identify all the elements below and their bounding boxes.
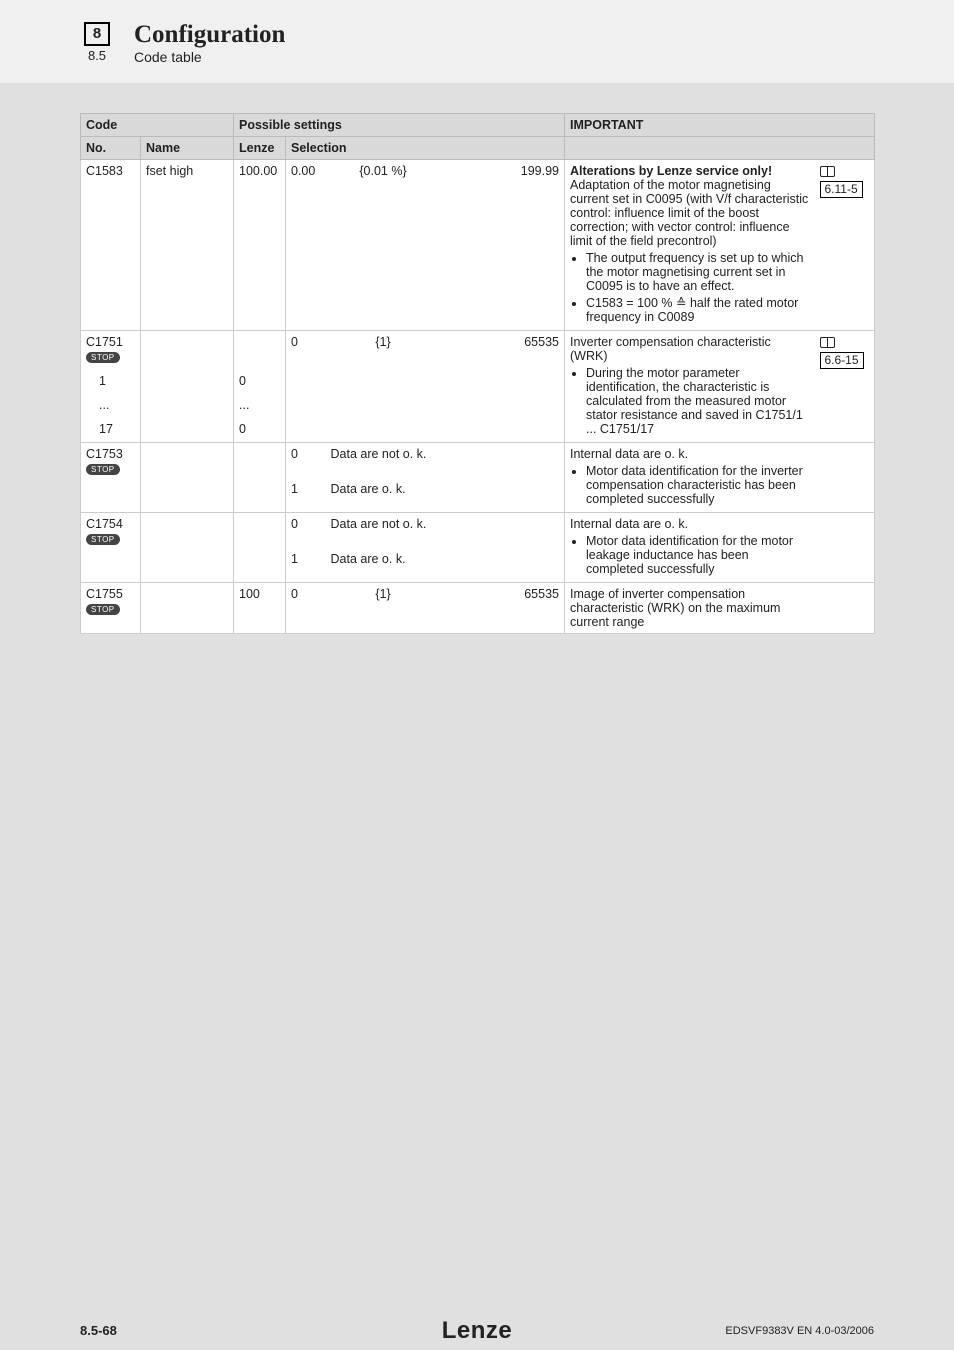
page-title: Configuration	[134, 22, 285, 47]
cell-lenze: 100	[234, 583, 286, 634]
col-important: IMPORTANT	[565, 114, 875, 137]
cell-important: Internal data are o. k. Motor data ident…	[565, 443, 815, 513]
page-subtitle: Code table	[134, 49, 285, 65]
cell-sel-val: 1	[286, 548, 326, 583]
table-row: C1583 fset high 100.00 0.00 {0.01 %} 199…	[81, 160, 875, 331]
cell-sel-label: Data are o. k.	[326, 478, 565, 513]
footer-logo: Lenze	[442, 1317, 513, 1345]
imp-bullet: During the motor parameter identificatio…	[586, 366, 810, 436]
imp-text: Inverter compensation characteristic (WR…	[570, 335, 810, 363]
cell-lenze: ...	[234, 394, 286, 418]
chapter-box: 8 8.5	[80, 22, 114, 63]
cell-ref: 6.6-15	[815, 331, 875, 443]
cell-sub-no: 17	[81, 418, 141, 442]
cell-sel-max: 65535	[441, 331, 565, 371]
footer-docid: EDSVF9383V EN 4.0-03/2006	[725, 1325, 874, 1337]
cell-no: C1754 STOP	[81, 513, 141, 583]
table-row: C1755 STOP 100 0 {1} 65535 Image of inve…	[81, 583, 875, 634]
cell-sel-min: 0	[286, 583, 326, 634]
cell-sel-val: 0	[286, 513, 326, 548]
subchapter-number: 8.5	[88, 48, 106, 63]
code-table: Code Possible settings IMPORTANT No. Nam…	[80, 113, 875, 634]
cell-sel-max: 199.99	[441, 160, 565, 331]
cell-name: fset high	[141, 160, 234, 331]
cell-sel-max: 65535	[441, 583, 565, 634]
table-row: C1751 STOP 0 {1} 65535 Inverter compensa…	[81, 331, 875, 371]
col-name: Name	[141, 137, 234, 160]
ref-link[interactable]: 6.6-15	[820, 352, 864, 369]
stop-pill: STOP	[86, 604, 120, 615]
imp-bullet: The output frequency is set up to which …	[586, 251, 810, 293]
imp-bullet: Motor data identification for the motor …	[586, 534, 810, 576]
ref-link[interactable]: 6.11-5	[820, 181, 863, 198]
book-icon	[820, 337, 835, 348]
cell-sub-no: 1	[81, 370, 141, 394]
col-code: Code	[81, 114, 234, 137]
cell-lenze: 0	[234, 418, 286, 442]
footer-page-number: 8.5-68	[80, 1323, 117, 1338]
cell-sel-label: Data are not o. k.	[326, 513, 565, 548]
page-header: 8 8.5 Configuration Code table	[0, 0, 954, 83]
cell-sub-no: ...	[81, 394, 141, 418]
table-row: C1754 STOP 0 Data are not o. k. Internal…	[81, 513, 875, 548]
cell-sel-val: 1	[286, 478, 326, 513]
imp-bullet: Motor data identification for the invert…	[586, 464, 810, 506]
cell-important: Image of inverter compensation character…	[565, 583, 815, 634]
chapter-number: 8	[84, 22, 110, 46]
imp-text: Internal data are o. k.	[570, 447, 810, 461]
col-lenze: Lenze	[234, 137, 286, 160]
cell-sel-label: Data are not o. k.	[326, 443, 565, 478]
imp-text: Image of inverter compensation character…	[570, 587, 810, 629]
cell-important: Internal data are o. k. Motor data ident…	[565, 513, 815, 583]
cell-lenze: 0	[234, 370, 286, 394]
cell-sel-fmt: {1}	[326, 331, 441, 371]
cell-sel-label: Data are o. k.	[326, 548, 565, 583]
cell-sel-min: 0	[286, 331, 326, 371]
page-footer: 8.5-68 Lenze EDSVF9383V EN 4.0-03/2006	[0, 1311, 954, 1350]
cell-sel-val: 0	[286, 443, 326, 478]
stop-pill: STOP	[86, 464, 120, 475]
cell-no: C1753 STOP	[81, 443, 141, 513]
imp-bullet: C1583 = 100 % ≙ half the rated motor fre…	[586, 295, 810, 324]
imp-text: Adaptation of the motor magnetising curr…	[570, 178, 810, 248]
cell-important: Inverter compensation characteristic (WR…	[565, 331, 815, 443]
col-no: No.	[81, 137, 141, 160]
stop-pill: STOP	[86, 352, 120, 363]
col-possible: Possible settings	[234, 114, 565, 137]
table-row: C1753 STOP 0 Data are not o. k. Internal…	[81, 443, 875, 478]
book-icon	[820, 166, 835, 177]
cell-important: Alterations by Lenze service only! Adapt…	[565, 160, 815, 331]
imp-bold: Alterations by Lenze service only!	[570, 164, 772, 178]
cell-ref: 6.11-5	[815, 160, 875, 331]
col-selection: Selection	[286, 137, 565, 160]
cell-no: C1751 STOP	[81, 331, 141, 371]
stop-pill: STOP	[86, 534, 120, 545]
cell-lenze: 100.00	[234, 160, 286, 331]
cell-sel-fmt: {1}	[326, 583, 441, 634]
cell-sel-min: 0.00	[286, 160, 326, 331]
cell-sel-fmt: {0.01 %}	[326, 160, 441, 331]
cell-no: C1583	[81, 160, 141, 331]
imp-text: Internal data are o. k.	[570, 517, 810, 531]
cell-no: C1755 STOP	[81, 583, 141, 634]
